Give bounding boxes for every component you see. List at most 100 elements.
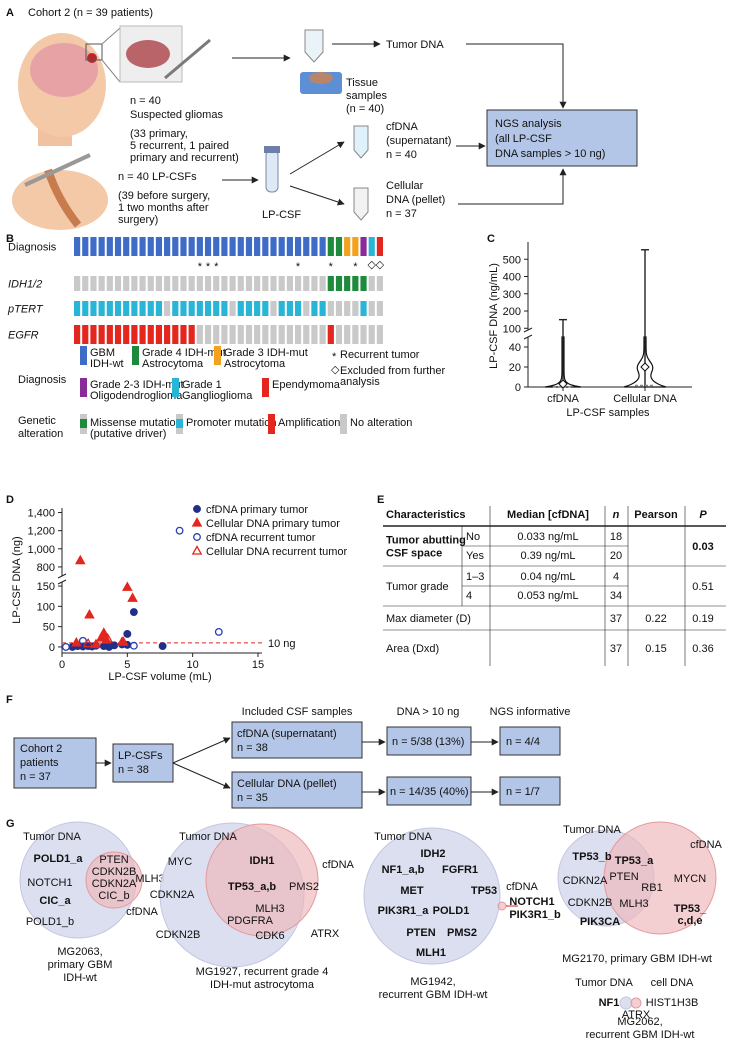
onco-cell <box>131 325 138 344</box>
legend-swatch <box>132 346 139 365</box>
onco-cell <box>106 237 113 256</box>
legend-label: Grade 1 <box>182 379 222 391</box>
cell: 37 <box>610 613 622 625</box>
panel-label: B <box>6 233 14 245</box>
onco-cell <box>294 301 302 316</box>
onco-cell <box>106 301 113 316</box>
row-label: IDH1/2 <box>8 279 42 291</box>
onco-cell <box>245 301 253 316</box>
onco-cell <box>278 276 285 291</box>
data-point <box>82 637 94 648</box>
venn-caption: MG2170, primary GBM IDH-wt <box>562 953 712 965</box>
onco-cell <box>335 301 343 316</box>
gene-label: PIK3CA <box>580 916 620 928</box>
ngs-text: NGS analysis <box>495 118 562 130</box>
gene-label: TP53_b <box>572 851 611 863</box>
panel-label: C <box>487 233 495 245</box>
threshold-label: 10 ng <box>268 638 296 650</box>
gene-label: IDH2 <box>420 848 445 860</box>
flow-box <box>499 776 561 806</box>
data-point <box>78 636 87 645</box>
legend-marker <box>193 533 201 541</box>
venn-label: Tumor DNA <box>575 977 633 989</box>
onco-cell <box>278 301 285 316</box>
gene-label: TP53 <box>471 885 497 897</box>
onco-cell <box>221 325 228 344</box>
onco-cell <box>90 237 97 256</box>
violin-body <box>623 336 667 388</box>
onco-cell <box>319 301 326 316</box>
onco-cell <box>90 325 97 344</box>
tissue-detail: 5 recurrent, 1 paired <box>130 140 229 152</box>
onco-cell <box>221 237 228 256</box>
mean-marker <box>558 379 568 389</box>
onco-cell <box>172 237 179 256</box>
legend-label: Cellular DNA recurrent tumor <box>206 546 348 558</box>
onco-cell <box>131 301 138 316</box>
onco-cell <box>327 301 334 316</box>
gene-label: MLH3 <box>255 903 284 915</box>
onco-cell <box>82 276 89 291</box>
gene-label: HIST1H3B <box>646 997 699 1009</box>
legend-label: Amplification <box>278 417 340 429</box>
onco-cell <box>213 325 220 344</box>
venn-tumor <box>619 996 633 1010</box>
flow-box <box>231 771 363 809</box>
onco-cell <box>229 276 236 291</box>
data-point <box>127 592 138 602</box>
gene-label: CDKN2B <box>568 897 613 909</box>
flow-text: Cellular DNA (pellet) <box>237 778 337 790</box>
data-point <box>122 581 133 591</box>
onco-cell <box>344 325 351 344</box>
gene-label: CDK6 <box>255 930 284 942</box>
legend-swatch <box>176 419 183 428</box>
x-tick-label: 10 <box>187 659 199 671</box>
onco-cell <box>294 237 302 256</box>
venn-liquid <box>630 997 642 1009</box>
row-label: pTERT <box>7 304 44 316</box>
data-point <box>129 641 138 650</box>
legend-label: Astrocytoma <box>224 358 286 370</box>
onco-cell <box>196 237 203 256</box>
venn-label: cfDNA <box>690 839 722 851</box>
table-header: P <box>699 509 707 521</box>
onco-cell <box>196 301 203 316</box>
flow-text: LP-CSFs <box>118 750 163 762</box>
onco-cell <box>335 237 343 256</box>
onco-cell <box>213 237 220 256</box>
onco-cell <box>155 301 163 316</box>
venn-liquid <box>497 901 507 911</box>
onco-cell <box>131 237 138 256</box>
y-tick-label: 200 <box>503 306 521 318</box>
onco-cell <box>319 325 326 344</box>
onco-cell <box>188 237 195 256</box>
axis-break <box>57 579 67 585</box>
legend-label: GBM <box>90 347 115 359</box>
venn-label: cfDNA <box>322 859 354 871</box>
gene-label: NOTCH1 <box>27 877 72 889</box>
gene-label: MLH3 <box>619 898 648 910</box>
venn-caption: IDH-wt <box>63 972 97 984</box>
onco-cell <box>303 237 310 256</box>
onco-cell <box>245 237 253 256</box>
onco-cell <box>155 325 163 344</box>
gene-label: CDKN2A <box>150 889 195 901</box>
legend-swatch <box>268 414 275 434</box>
table-header: Pearson <box>634 509 678 521</box>
legend-label: Ganglioglioma <box>182 390 253 402</box>
flow-text: cfDNA (supernatant) <box>237 728 337 740</box>
tumor-dna: Tumor DNA <box>386 39 444 51</box>
venn-caption: recurrent GBM IDH-wt <box>586 1029 695 1041</box>
onco-cell <box>98 276 105 291</box>
gene-label: NF1 <box>599 997 620 1009</box>
onco-cell <box>327 325 334 344</box>
gene-label: PMS2 <box>289 881 319 893</box>
legend-marker <box>191 517 203 527</box>
row-label: Diagnosis <box>8 242 57 254</box>
onco-cell <box>335 325 343 344</box>
recurrent-marker: * <box>206 261 211 273</box>
x-tick-label: 5 <box>124 659 130 671</box>
onco-cell <box>123 301 130 316</box>
venn-caption: primary GBM <box>48 959 113 971</box>
data-point <box>74 554 86 565</box>
